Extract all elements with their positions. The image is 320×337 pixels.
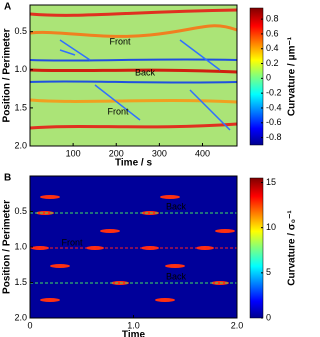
x-tick-label: 100	[66, 148, 81, 158]
colorbar-tick-label: -0.4	[266, 102, 282, 112]
panel-label: A	[4, 2, 11, 13]
colorbar-tick-label: 0.4	[266, 43, 279, 53]
colorbar-tick-label: -0.6	[266, 117, 282, 127]
y-tick-label: 1.0	[14, 64, 27, 74]
y-tick-label: 2.0	[14, 312, 27, 322]
plot-frame	[29, 4, 238, 147]
y-tick-label: 1.0	[14, 241, 27, 251]
colorbar-label: Curvature / μm⁻¹	[287, 36, 298, 116]
y-tick-label: 1.5	[14, 102, 27, 112]
x-tick-label: 200	[109, 148, 124, 158]
annotation: Back	[166, 271, 187, 281]
x-tick-label: 400	[195, 148, 210, 158]
x-tick-label: 0	[27, 320, 32, 330]
colorbar-tick-label: 0	[266, 73, 271, 83]
y-tick-label: 1.5	[14, 277, 27, 287]
annotation: Front	[61, 237, 83, 247]
colorbar-tick-label: 10	[266, 222, 276, 232]
y-tick-label: 0.5	[14, 26, 27, 36]
colorbar-tick-label: 0.8	[266, 13, 279, 23]
annotation: Front	[109, 36, 131, 46]
panel-label: B	[4, 173, 11, 184]
x-axis-label: Time	[122, 330, 146, 337]
x-axis-label: Time / s	[115, 158, 152, 169]
y-axis-label: Position / Perimeter	[2, 200, 13, 294]
x-tick-label: 2.0	[231, 320, 244, 330]
annotation: Back	[166, 201, 187, 211]
colorbar-label: Curvature / σ₀⁻¹	[287, 210, 298, 286]
colorbar-tick-label: 0	[266, 312, 271, 322]
colorbar-tick-label: -0.2	[266, 88, 282, 98]
annotation: Front	[107, 106, 129, 116]
x-tick-label: 300	[152, 148, 167, 158]
colorbar-tick-label: 0.2	[266, 58, 279, 68]
y-tick-label: 2.0	[14, 140, 27, 150]
x-tick-label: 1.0	[127, 320, 140, 330]
annotation: Back	[135, 67, 156, 77]
colorbar	[249, 7, 264, 146]
colorbar	[249, 177, 264, 319]
y-tick-label: 0.5	[14, 206, 27, 216]
heatmap-b	[30, 176, 237, 318]
colorbar-tick-label: -0.8	[266, 132, 282, 142]
colorbar-tick-label: 15	[266, 177, 276, 187]
y-axis-label: Position / Perimeter	[2, 28, 13, 122]
heatmap-a	[29, 5, 238, 146]
colorbar-tick-label: 0.6	[266, 28, 279, 38]
colorbar-tick-label: 5	[266, 267, 271, 277]
